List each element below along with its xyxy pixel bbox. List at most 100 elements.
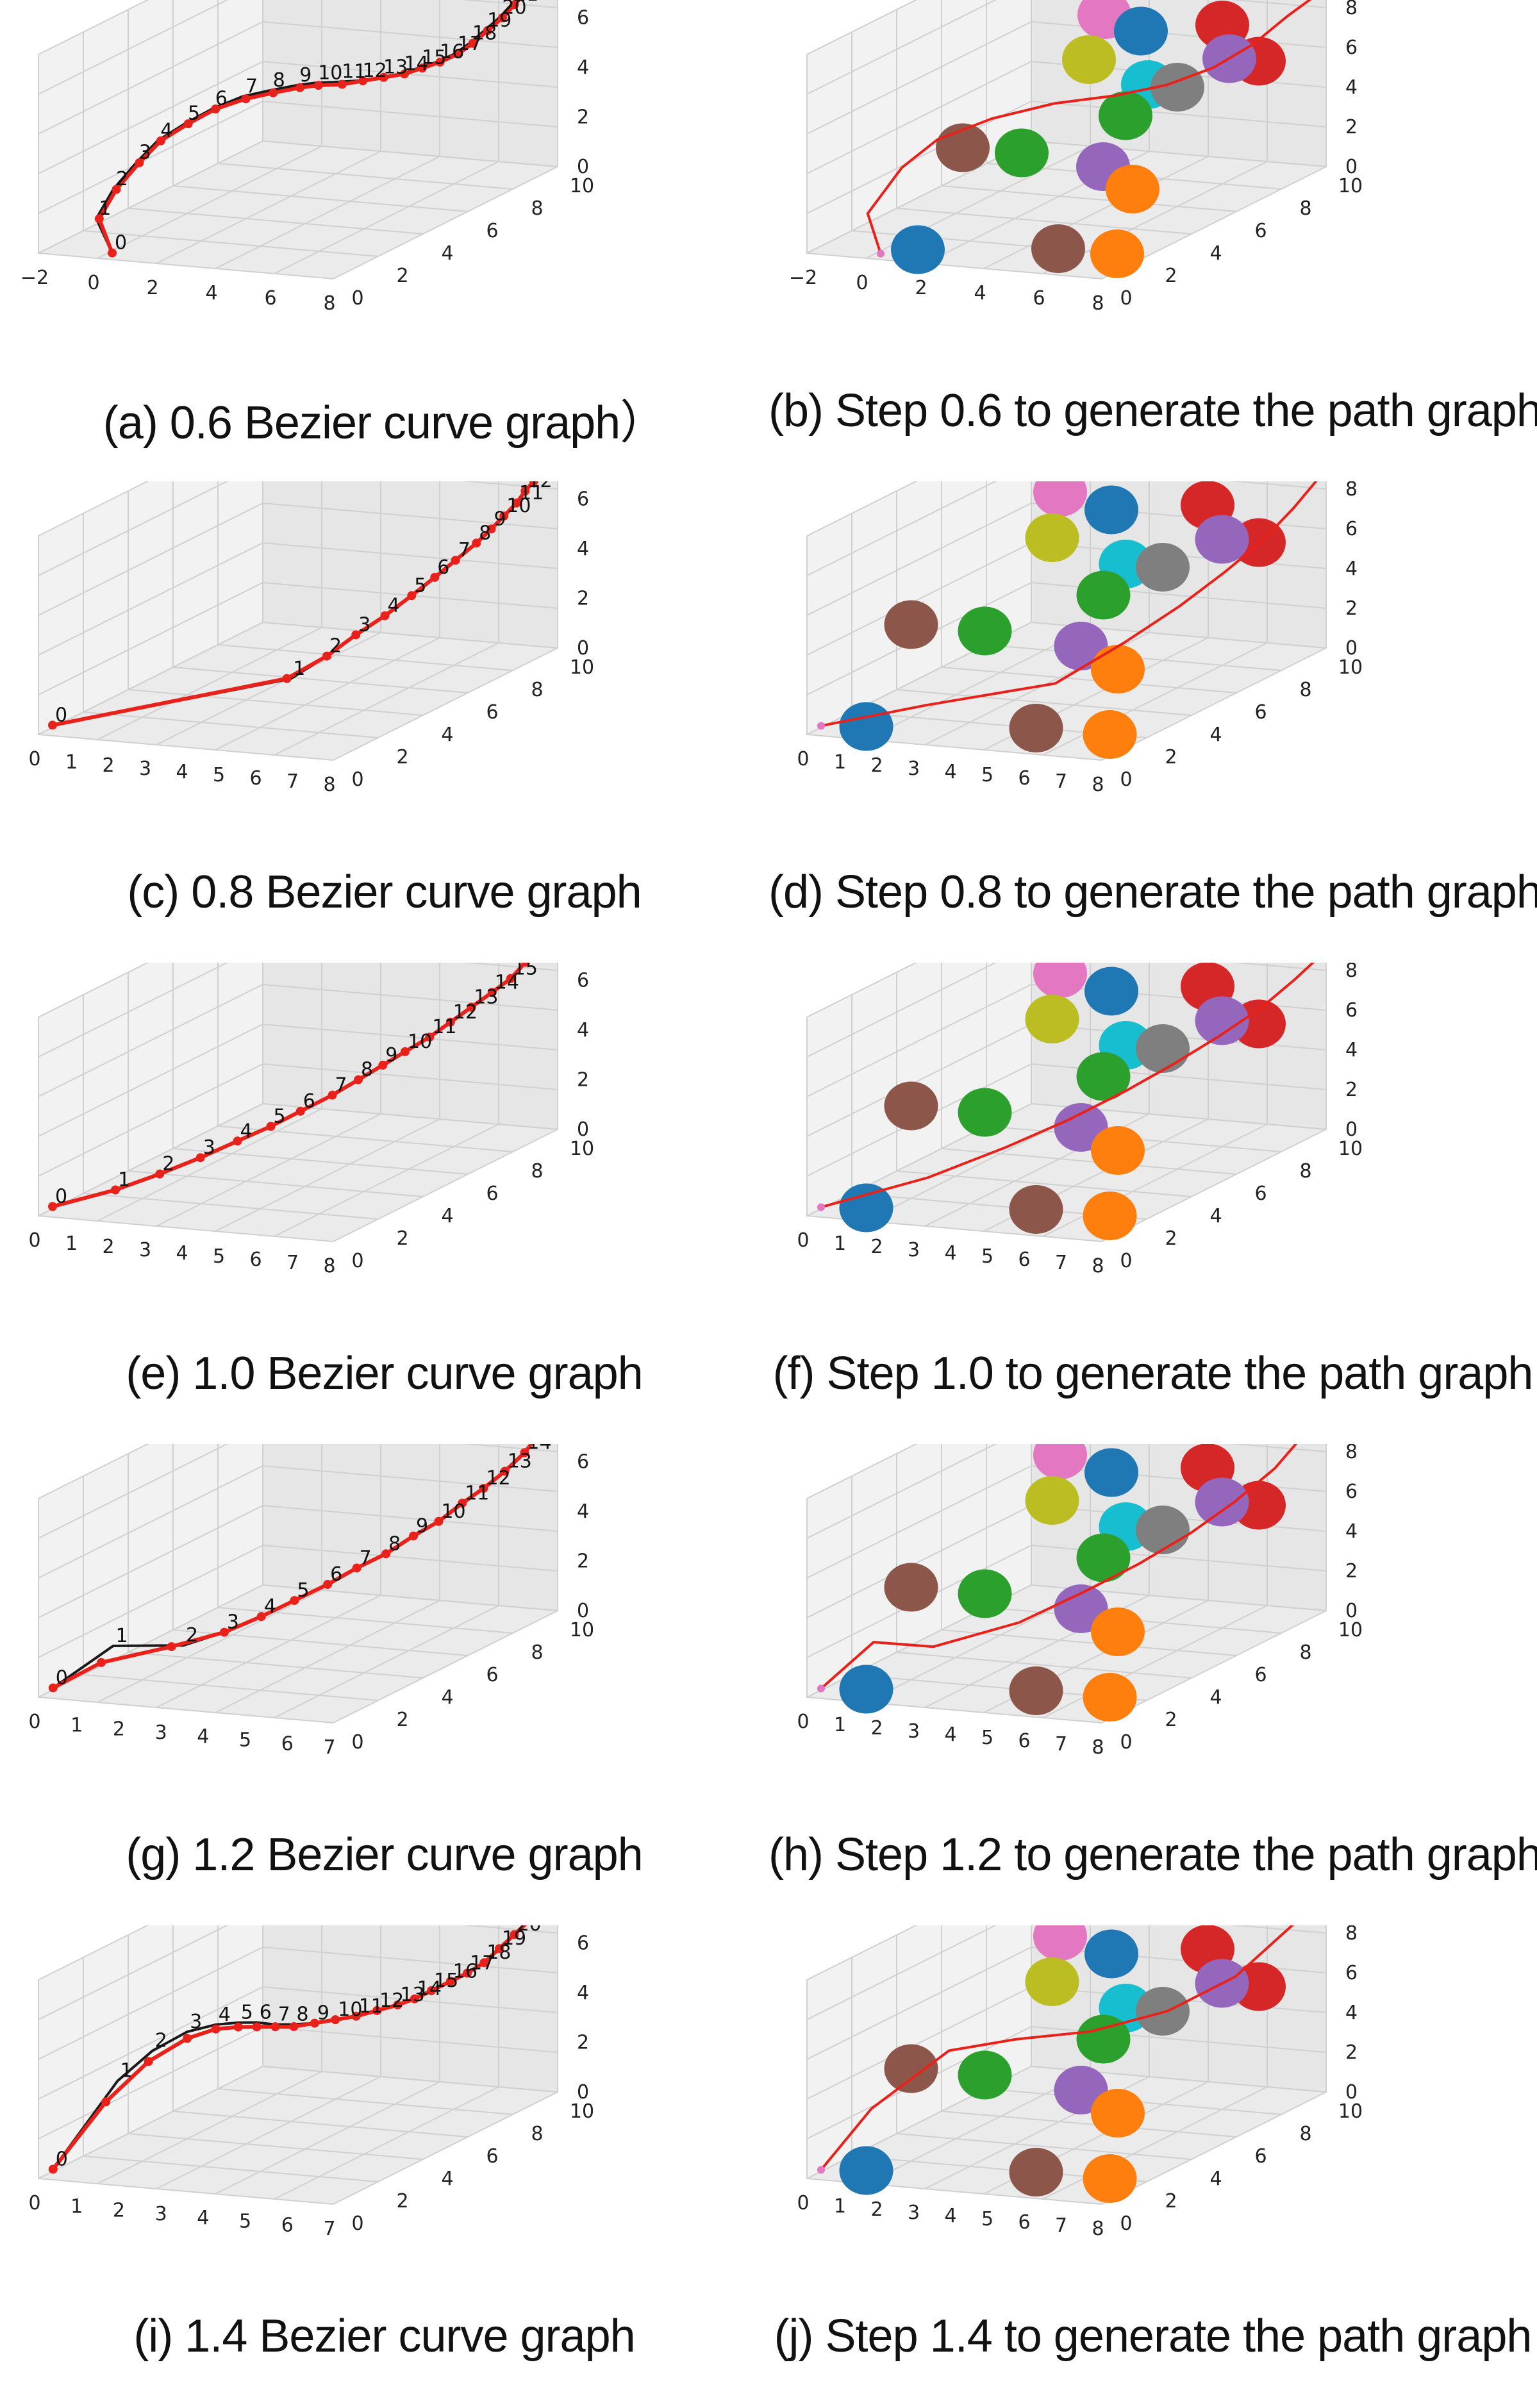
x-tick-label: 1 (834, 2195, 846, 2218)
x-tick-label: 3 (908, 1239, 920, 1261)
obstacle-sphere (1062, 35, 1116, 84)
control-point-label: 1 (293, 658, 305, 680)
z-tick-label: 4 (577, 1982, 589, 2004)
x-tick-label: 5 (981, 1727, 993, 1749)
x-tick-label: 0 (797, 1229, 809, 1252)
control-point-label: 4 (240, 1120, 253, 1142)
control-point-label: 6 (260, 2001, 272, 2023)
x-tick-label: 0 (28, 1711, 40, 1733)
control-point-label: 3 (358, 613, 370, 636)
x-tick-label: 4 (197, 1725, 209, 1748)
x-tick-label: 6 (249, 767, 262, 790)
y-tick-label: 6 (1254, 1664, 1267, 1686)
y-tick-label: 2 (1165, 2190, 1177, 2213)
control-point-label: 0 (56, 2148, 68, 2170)
obstacle-sphere (1026, 1957, 1079, 2006)
y-tick-label: 0 (351, 1250, 363, 1272)
obstacle-sphere (1136, 1506, 1190, 1554)
z-tick-label: 2 (577, 1069, 589, 1092)
z-tick-label: 6 (577, 1932, 589, 1955)
z-tick-label: 6 (1345, 37, 1358, 59)
z-tick-label: 2 (1345, 116, 1358, 138)
x-tick-label: 0 (856, 272, 868, 294)
x-tick-label: 1 (71, 1715, 83, 1737)
y-tick-label: 4 (441, 1205, 453, 1227)
control-point-label: 8 (297, 2004, 309, 2026)
control-point-label: 7 (458, 539, 470, 561)
control-point-label: 9 (385, 1044, 397, 1067)
chart-svg-c: 0123456780246810024680123456789101112131… (0, 481, 768, 879)
chart-panel-c: 0123456780246810024680123456789101112131… (0, 481, 768, 963)
control-point-label: 4 (160, 119, 172, 142)
y-tick-label: 6 (1254, 220, 1267, 242)
y-tick-label: 0 (351, 287, 363, 310)
x-tick-label: 7 (323, 2218, 335, 2240)
obstacle-sphere (1083, 2154, 1137, 2203)
z-tick-label: 6 (577, 970, 589, 992)
control-point-label: 5 (414, 574, 426, 597)
control-point-label: 2 (116, 168, 128, 190)
z-tick-label: 0 (577, 637, 589, 660)
y-tick-label: 2 (1165, 746, 1177, 768)
chart-panel-f: 01234567802468100246810(f) Step 1.0 to g… (768, 963, 1537, 1444)
x-tick-label: 8 (323, 1255, 335, 1277)
x-tick-label: 8 (323, 774, 335, 796)
control-point-label: 2 (162, 1153, 174, 1175)
obstacle-sphere (885, 601, 938, 649)
y-tick-label: 2 (396, 1709, 408, 1731)
control-point-label: 6 (330, 1563, 342, 1586)
x-tick-label: 8 (323, 292, 335, 315)
x-tick-label: 8 (1092, 774, 1104, 796)
x-tick-label: 2 (102, 754, 114, 777)
x-tick-label: 7 (1055, 1252, 1067, 1274)
obstacle-sphere (840, 1665, 893, 1714)
x-tick-label: 5 (981, 1245, 993, 1268)
y-tick-label: 8 (531, 2123, 543, 2145)
y-tick-label: 2 (1165, 1709, 1177, 1731)
obstacle-sphere (1091, 2089, 1145, 2138)
x-tick-label: 6 (1018, 1730, 1030, 1752)
obstacle-sphere (1106, 165, 1159, 213)
chart-svg-d: 01234567802468100246810 (768, 481, 1537, 879)
control-point-label: 20 (517, 1925, 542, 1936)
z-tick-label: 4 (577, 1019, 589, 1042)
control-point-label: 5 (297, 1579, 309, 1602)
control-point-label: 7 (335, 1074, 347, 1097)
x-tick-label: 1 (65, 751, 78, 774)
control-point-label: 5 (274, 1105, 286, 1127)
x-tick-label: 1 (834, 751, 846, 774)
x-tick-label: 0 (28, 1229, 40, 1252)
control-point-label: 8 (388, 1532, 401, 1555)
obstacle-sphere (1026, 1476, 1079, 1525)
y-tick-label: 0 (1120, 1250, 1132, 1272)
chart-panel-j: 01234567802468100246810(j) Step 1.4 to g… (768, 1925, 1537, 2407)
x-tick-label: 4 (944, 2205, 956, 2227)
x-tick-label: 4 (197, 2207, 209, 2229)
obstacle-sphere (891, 226, 945, 274)
control-point-label: 1 (99, 197, 111, 220)
x-tick-label: 1 (834, 1714, 846, 1736)
x-tick-label: 6 (264, 287, 276, 310)
control-point-label: 0 (56, 1666, 68, 1689)
z-tick-label: 2 (577, 2032, 589, 2054)
y-tick-label: 6 (486, 2145, 498, 2168)
x-tick-label: 7 (287, 770, 299, 793)
x-tick-label: 2 (870, 1717, 883, 1740)
control-point-label: 5 (188, 103, 200, 125)
control-point-label: 7 (245, 75, 258, 97)
control-point-label: 13 (536, 481, 561, 483)
x-tick-label: 4 (944, 761, 956, 783)
axes-frame: −202468024681002468 (21, 0, 594, 315)
z-tick-label: 4 (577, 1500, 589, 1523)
z-tick-label: 2 (577, 588, 589, 610)
z-tick-label: 4 (577, 56, 589, 79)
x-tick-label: 4 (176, 761, 188, 783)
z-tick-label: 4 (1345, 2002, 1358, 2024)
obstacle-sphere (1114, 7, 1168, 56)
curve-point (97, 1658, 106, 1667)
x-tick-label: 1 (71, 2196, 83, 2218)
z-tick-label: 0 (577, 2081, 589, 2104)
y-tick-label: 10 (1338, 175, 1363, 197)
obstacle-sphere (1026, 995, 1079, 1043)
obstacle-sphere (1091, 1126, 1145, 1175)
